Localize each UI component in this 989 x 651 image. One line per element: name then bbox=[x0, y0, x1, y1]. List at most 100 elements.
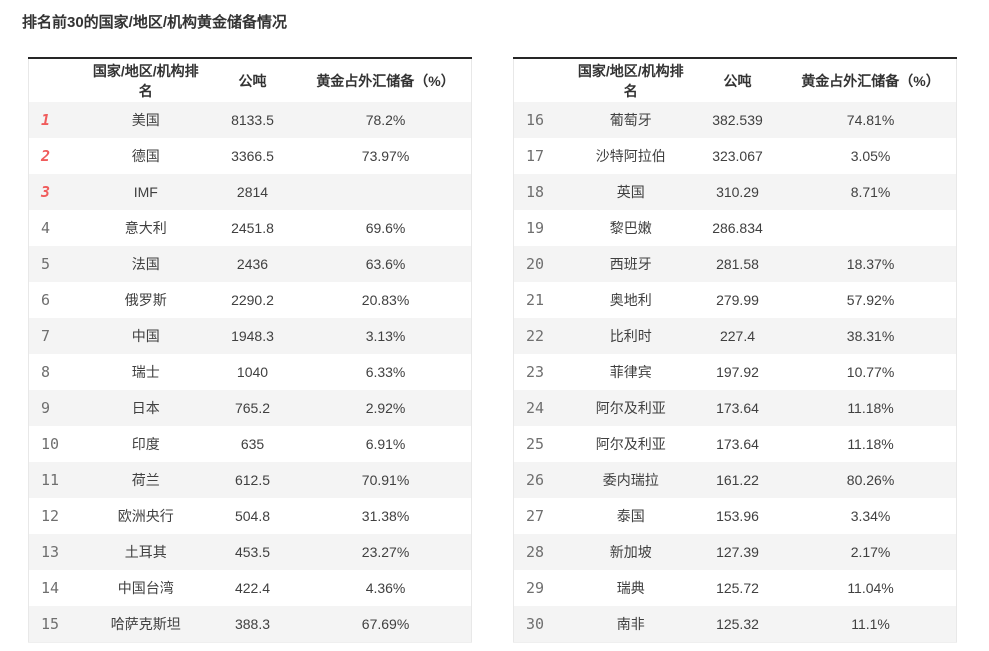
table-row: 14 中国台湾 422.4 4.36% bbox=[28, 570, 472, 606]
rank-cell: 7 bbox=[41, 327, 51, 345]
tons-cell: 173.64 bbox=[716, 400, 759, 416]
table-row: 7 中国 1948.3 3.13% bbox=[28, 318, 472, 354]
table-row: 15 哈萨克斯坦 388.3 67.69% bbox=[28, 606, 472, 643]
rank-cell: 26 bbox=[526, 471, 545, 489]
tons-cell: 422.4 bbox=[234, 580, 271, 596]
rank-cell: 4 bbox=[41, 219, 51, 237]
country-cell: 委内瑞拉 bbox=[602, 472, 659, 488]
tons-cell: 765.2 bbox=[234, 400, 271, 416]
country-cell: 美国 bbox=[131, 112, 160, 128]
pct-cell: 11.18% bbox=[847, 400, 894, 416]
col-header-pct: 黄金占外汇储备（%） bbox=[300, 58, 472, 102]
tons-cell: 2290.2 bbox=[231, 292, 274, 308]
tons-cell: 504.8 bbox=[234, 508, 271, 524]
pct-cell: 63.6% bbox=[365, 256, 406, 272]
tons-cell: 173.64 bbox=[716, 436, 759, 452]
pct-cell: 10.77% bbox=[846, 364, 895, 380]
tons-cell: 127.39 bbox=[716, 544, 759, 560]
table-row: 12 欧洲央行 504.8 31.38% bbox=[28, 498, 472, 534]
tons-cell: 286.834 bbox=[712, 220, 763, 236]
country-cell: 西班牙 bbox=[609, 256, 652, 272]
tons-cell: 2451.8 bbox=[231, 220, 274, 236]
tons-cell: 310.29 bbox=[716, 184, 759, 200]
pct-cell: 31.38% bbox=[361, 508, 410, 524]
rank-cell: 27 bbox=[526, 507, 545, 525]
tons-cell: 453.5 bbox=[234, 544, 271, 560]
table-body: 1 美国 8133.5 78.2% 2 德国 3366.5 73.97% 3 IMF 2814 4 意大… bbox=[28, 102, 472, 643]
tons-cell: 382.539 bbox=[712, 112, 763, 128]
rank-cell: 22 bbox=[526, 327, 545, 345]
tons-cell: 1040 bbox=[236, 364, 269, 380]
pct-cell: 20.83% bbox=[361, 292, 410, 308]
rank-cell: 9 bbox=[41, 399, 51, 417]
table-row: 21 奥地利 279.99 57.92% bbox=[513, 282, 957, 318]
table-row: 6 俄罗斯 2290.2 20.83% bbox=[28, 282, 472, 318]
pct-cell: 69.6% bbox=[365, 220, 406, 236]
table-row: 30 南非 125.32 11.1% bbox=[513, 606, 957, 643]
tons-cell: 3366.5 bbox=[231, 148, 274, 164]
table-row: 9 日本 765.2 2.92% bbox=[28, 390, 472, 426]
country-cell: 瑞士 bbox=[131, 364, 160, 380]
rank-cell: 1 bbox=[41, 111, 51, 129]
pct-cell: 11.1% bbox=[851, 616, 890, 632]
table-row: 16 葡萄牙 382.539 74.81% bbox=[513, 102, 957, 138]
country-cell: 新加坡 bbox=[609, 544, 652, 560]
pct-cell: 78.2% bbox=[365, 112, 406, 128]
tons-cell: 8133.5 bbox=[231, 112, 274, 128]
country-cell: 泰国 bbox=[616, 508, 645, 524]
header-row: 国家/地区/机构排名 公吨 黄金占外汇储备（%） bbox=[28, 58, 472, 102]
rank-cell: 24 bbox=[526, 399, 545, 417]
col-header-country: 国家/地区/机构排名 bbox=[86, 58, 205, 102]
table-row: 3 IMF 2814 bbox=[28, 174, 472, 210]
country-cell: 瑞典 bbox=[616, 580, 645, 596]
table-row: 23 菲律宾 197.92 10.77% bbox=[513, 354, 957, 390]
country-cell: 菲律宾 bbox=[609, 364, 652, 380]
col-header-tons: 公吨 bbox=[204, 58, 301, 102]
country-cell: 法国 bbox=[131, 256, 160, 272]
col-header-pct: 黄金占外汇储备（%） bbox=[785, 58, 957, 102]
tons-cell: 161.22 bbox=[716, 472, 759, 488]
tons-cell: 388.3 bbox=[234, 616, 271, 632]
tons-cell: 153.96 bbox=[716, 508, 759, 524]
country-cell: 哈萨克斯坦 bbox=[110, 616, 181, 632]
pct-cell bbox=[300, 174, 471, 210]
table-row: 8 瑞士 1040 6.33% bbox=[28, 354, 472, 390]
rank-cell: 8 bbox=[41, 363, 51, 381]
pct-cell bbox=[785, 210, 956, 246]
tons-cell: 635 bbox=[240, 436, 265, 452]
table-row: 25 阿尔及利亚 173.64 11.18% bbox=[513, 426, 957, 462]
table-row: 11 荷兰 612.5 70.91% bbox=[28, 462, 472, 498]
pct-cell: 74.81% bbox=[846, 112, 895, 128]
rank-cell: 25 bbox=[526, 435, 545, 453]
pct-cell: 8.71% bbox=[850, 184, 891, 200]
table-row: 5 法国 2436 63.6% bbox=[28, 246, 472, 282]
country-cell: 德国 bbox=[131, 148, 160, 164]
country-cell: 意大利 bbox=[124, 220, 167, 236]
pct-cell: 3.05% bbox=[850, 148, 891, 164]
tons-cell: 227.4 bbox=[719, 328, 756, 344]
country-cell: 黎巴嫩 bbox=[609, 220, 652, 236]
country-cell: 荷兰 bbox=[131, 472, 160, 488]
table-row: 13 土耳其 453.5 23.27% bbox=[28, 534, 472, 570]
rank-cell: 30 bbox=[526, 615, 545, 633]
pct-cell: 11.18% bbox=[847, 436, 894, 452]
rank-cell: 2 bbox=[41, 147, 51, 165]
col-header-rank bbox=[28, 58, 87, 102]
table-row: 26 委内瑞拉 161.22 80.26% bbox=[513, 462, 957, 498]
country-cell: 中国 bbox=[131, 328, 160, 344]
country-cell: 俄罗斯 bbox=[124, 292, 167, 308]
table-row: 20 西班牙 281.58 18.37% bbox=[513, 246, 957, 282]
pct-cell: 2.17% bbox=[850, 544, 891, 560]
table-row: 24 阿尔及利亚 173.64 11.18% bbox=[513, 390, 957, 426]
table-row: 17 沙特阿拉伯 323.067 3.05% bbox=[513, 138, 957, 174]
pct-cell: 73.97% bbox=[361, 148, 410, 164]
tons-cell: 1948.3 bbox=[231, 328, 274, 344]
tons-cell: 279.99 bbox=[716, 292, 759, 308]
tons-cell: 2814 bbox=[236, 184, 269, 200]
table-row: 19 黎巴嫩 286.834 bbox=[513, 210, 957, 246]
country-cell: 南非 bbox=[616, 616, 645, 632]
rank-cell: 12 bbox=[41, 507, 60, 525]
country-cell: 欧洲央行 bbox=[117, 508, 174, 524]
table-row: 29 瑞典 125.72 11.04% bbox=[513, 570, 957, 606]
pct-cell: 57.92% bbox=[846, 292, 895, 308]
